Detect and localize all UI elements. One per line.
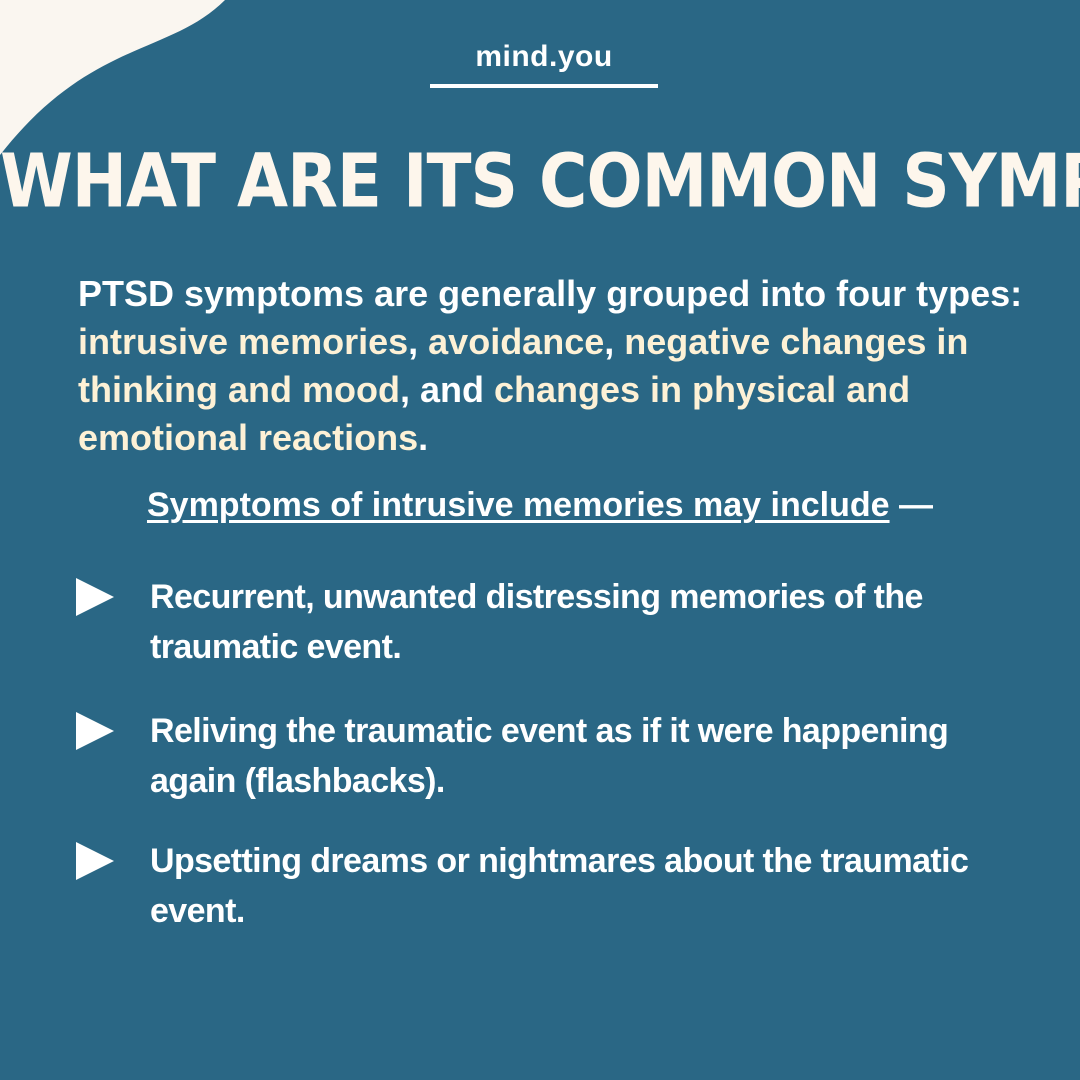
intro-separator: , and: [399, 369, 494, 410]
corner-blob-shape: [0, 0, 225, 155]
intro-end: .: [418, 417, 429, 458]
list-item: Recurrent, unwanted distressing memories…: [76, 572, 1036, 682]
brand-logo: mind.you: [475, 40, 613, 73]
play-triangle-icon: [76, 712, 114, 750]
play-triangle-icon: [76, 578, 114, 616]
list-item: Reliving the traumatic event as if it we…: [76, 706, 1036, 816]
list-item-text: Upsetting dreams or nightmares about the…: [150, 842, 969, 930]
intro-separator: ,: [604, 321, 625, 362]
intro-highlight-negative-changes: negative changes in thinking and mood: [78, 321, 969, 410]
intro-text: PTSD symptoms are generally grouped into…: [78, 273, 1023, 314]
intro-highlight-avoidance: avoidance: [428, 321, 605, 362]
page-title: WHAT ARE ITS COMMON SYMPTOMS?: [0, 138, 1080, 225]
list-item-text: Recurrent, unwanted distressing memories…: [150, 578, 923, 666]
subheading-dash: —: [889, 486, 933, 524]
brand-underline: [430, 84, 658, 88]
subheading-text: Symptoms of intrusive memories may inclu…: [146, 486, 890, 524]
list-item: Upsetting dreams or nightmares about the…: [76, 836, 1036, 946]
intro-highlight-intrusive-memories: intrusive memories: [78, 321, 409, 362]
intro-paragraph: PTSD symptoms are generally grouped into…: [78, 270, 1038, 462]
intro-separator: ,: [408, 321, 429, 362]
intro-highlight-physical-reactions: changes in physical and emotional reacti…: [78, 369, 911, 458]
section-subheading: Symptoms of intrusive memories may inclu…: [0, 486, 1080, 525]
list-item-text: Reliving the traumatic event as if it we…: [150, 712, 949, 800]
play-triangle-icon: [76, 842, 114, 880]
